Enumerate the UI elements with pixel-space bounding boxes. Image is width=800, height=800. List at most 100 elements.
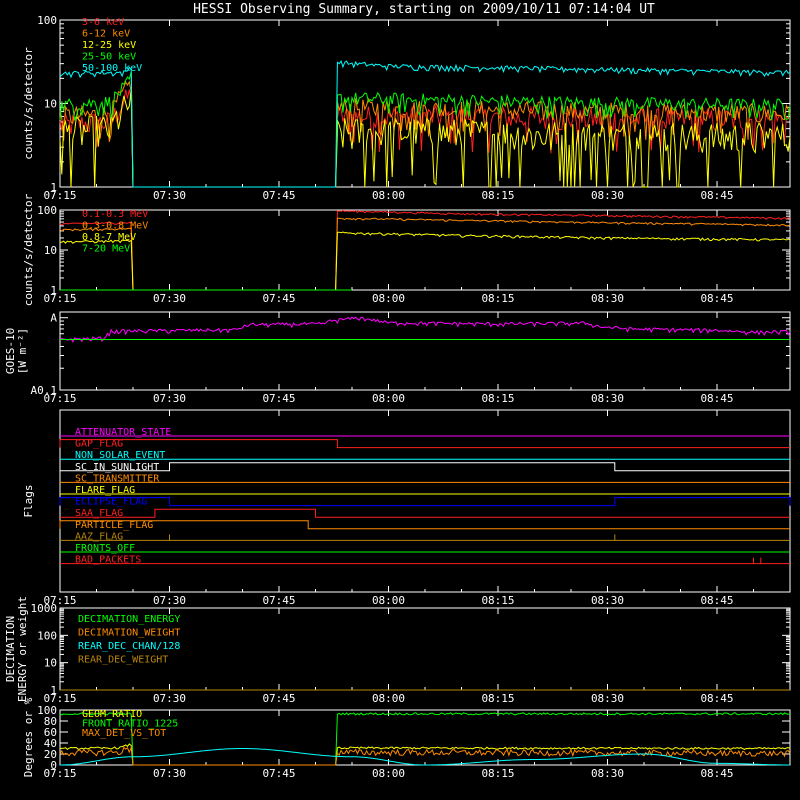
flag-label: BAD_PACKETS	[75, 555, 141, 566]
y-axis-label: counts/s/detector	[22, 47, 35, 160]
x-tick-label: 07:45	[262, 594, 295, 607]
x-tick-label: 07:15	[43, 767, 76, 780]
x-tick-label: 07:15	[43, 594, 76, 607]
x-tick-label: 07:30	[153, 392, 186, 405]
y-axis-label: counts/s/detector	[22, 193, 35, 306]
legend-entry: 0.8-7 MeV	[82, 232, 136, 243]
panel-flags: 07:15 07:30 07:45 08:00 08:15 08:30 08:45 Flags…	[22, 409, 791, 607]
x-tick-label: 08:30	[591, 767, 624, 780]
legend-entry: DECIMATION_ENERGY	[78, 614, 180, 625]
y-tick-label: 80	[44, 715, 57, 728]
legend-entry: 25-50 keV	[82, 52, 136, 63]
x-tick-label: 08:00	[372, 189, 405, 202]
y-tick-label: 1000	[31, 602, 58, 615]
y-tick-label: 10	[44, 657, 57, 670]
x-tick-label: 08:15	[481, 692, 514, 705]
x-tick-label: 08:45	[700, 189, 733, 202]
x-tick-label: 08:45	[700, 392, 733, 405]
x-tick-label: 07:30	[153, 189, 186, 202]
flag-label: PARTICLE_FLAG	[75, 520, 153, 531]
y-tick-label: 1	[50, 284, 57, 297]
y-tick-label: 1	[50, 181, 57, 194]
x-tick-label: 07:45	[262, 189, 295, 202]
legend-entry: REAR_DEC_CHAN/128	[78, 641, 180, 652]
y-tick-label: 10	[44, 244, 57, 257]
y-tick-label: 10	[44, 98, 57, 111]
x-tick-label: 07:15	[43, 392, 76, 405]
x-tick-label: 07:15	[43, 692, 76, 705]
y-tick-label: 100	[37, 629, 57, 642]
y-tick-label: 60	[44, 726, 57, 739]
flag-label: GAP_FLAG	[75, 439, 123, 450]
flag-label: AAZ_FLAG	[75, 531, 123, 542]
x-tick-label: 08:15	[481, 189, 514, 202]
x-tick-label: 07:30	[153, 594, 186, 607]
y-tick-label: A	[50, 312, 57, 325]
y-tick-label: 20	[44, 748, 57, 761]
flag-label: SC_TRANSMITTER	[75, 473, 160, 484]
legend-entry: MAX_DET_VS_TOT	[82, 728, 166, 739]
x-tick-label: 08:15	[481, 767, 514, 780]
x-tick-label: 08:00	[372, 392, 405, 405]
legend-entry: 12-25 keV	[82, 40, 136, 51]
flag-label: ATTENUATOR_STATE	[75, 427, 171, 438]
x-tick-label: 07:45	[262, 692, 295, 705]
legend-entry: 7-20 MeV	[82, 244, 130, 255]
panels: 07:15 07:30 07:45 08:00 08:15 08:30 08:4511010…	[4, 14, 791, 780]
panel-deg: 07:15 07:30 07:45 08:00 08:15 08:30 08:45 02040…	[22, 697, 791, 780]
legend-entry: REAR_DEC_WEIGHT	[78, 655, 168, 666]
legend-entry: DECIMATION_WEIGHT	[78, 628, 180, 639]
flag-label: ECLIPSE_FLAG	[75, 497, 147, 508]
x-tick-label: 08:30	[591, 392, 624, 405]
panel-lo: 07:15 07:30 07:45 08:00 08:15 08:30 08:45 1 10 10…	[22, 14, 791, 202]
y-axis-label: DECIMATION	[4, 616, 17, 682]
panel-hi: 07:15 07:30 07:45 08:00 08:15 08:30 08:45 1 10 10…	[22, 193, 791, 306]
series-line-max-det-vs-tot	[59, 745, 791, 766]
x-tick-label: 08:30	[591, 189, 624, 202]
x-tick-label: 07:15	[43, 189, 76, 202]
x-tick-label: 08:15	[481, 292, 514, 305]
flag-label: NON_SOLAR_EVENT	[75, 450, 165, 461]
flag-label: FLARE_FLAG	[75, 485, 135, 496]
panel-goes: 07:15 07:30 07:45 08:00 08:15 08:30 08:45 A0.1 A…	[4, 311, 791, 405]
legend-entry: 0.3-0.8 MeV	[82, 221, 148, 232]
series-line-50-100-kev	[59, 60, 791, 188]
y-axis-label-2: ENERGY or weight	[16, 596, 29, 702]
x-tick-label: 07:30	[153, 767, 186, 780]
x-tick-label: 08:30	[591, 292, 624, 305]
x-tick-label: 07:45	[262, 767, 295, 780]
x-tick-label: 08:15	[481, 392, 514, 405]
x-tick-label: 08:45	[700, 594, 733, 607]
legend-entry: FRONT_RATIO_1225	[82, 719, 178, 730]
flag-line	[59, 520, 790, 530]
series-line-unnamed-0	[59, 316, 791, 343]
flag-line	[59, 497, 791, 507]
series-line-unnamed-3	[60, 748, 790, 766]
legend-entry: GEOM_RATIO	[82, 709, 142, 720]
x-tick-label: 08:00	[372, 692, 405, 705]
x-tick-label: 07:30	[153, 292, 186, 305]
y-tick-label: 40	[44, 737, 57, 750]
legend-entry: 3-6 keV	[82, 17, 124, 28]
y-axis-label: Flags	[22, 484, 35, 517]
y-axis-label: GOES-10	[4, 328, 17, 374]
x-tick-label: 08:00	[372, 767, 405, 780]
x-tick-label: 07:30	[153, 692, 186, 705]
y-tick-label: 100	[37, 704, 57, 717]
flag-label: FRONTS_OFF	[75, 543, 135, 554]
flag-line	[60, 462, 790, 472]
x-tick-label: 08:30	[591, 594, 624, 607]
y-axis-label: Degrees or %	[22, 697, 35, 777]
legend-entry: 50-100 keV	[82, 63, 142, 74]
x-tick-label: 07:45	[262, 392, 295, 405]
flag-line	[59, 439, 790, 449]
x-tick-label: 08:00	[372, 292, 405, 305]
y-tick-label: 100	[37, 204, 57, 217]
x-tick-label: 08:45	[700, 767, 733, 780]
y-tick-label: 1	[50, 684, 57, 697]
x-tick-label: 08:30	[591, 692, 624, 705]
x-tick-label: 08:15	[481, 594, 514, 607]
x-tick-label: 07:15	[43, 292, 76, 305]
x-tick-label: 08:45	[700, 692, 733, 705]
